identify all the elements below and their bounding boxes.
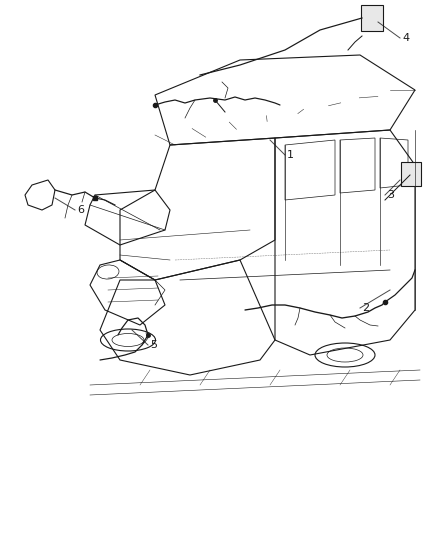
FancyBboxPatch shape <box>361 5 383 31</box>
FancyBboxPatch shape <box>401 162 421 186</box>
Text: 5: 5 <box>150 340 157 350</box>
Text: 2: 2 <box>362 303 369 313</box>
Text: 1: 1 <box>287 150 294 160</box>
Text: 6: 6 <box>77 205 84 215</box>
Text: 3: 3 <box>387 190 394 200</box>
Text: 4: 4 <box>402 33 409 43</box>
